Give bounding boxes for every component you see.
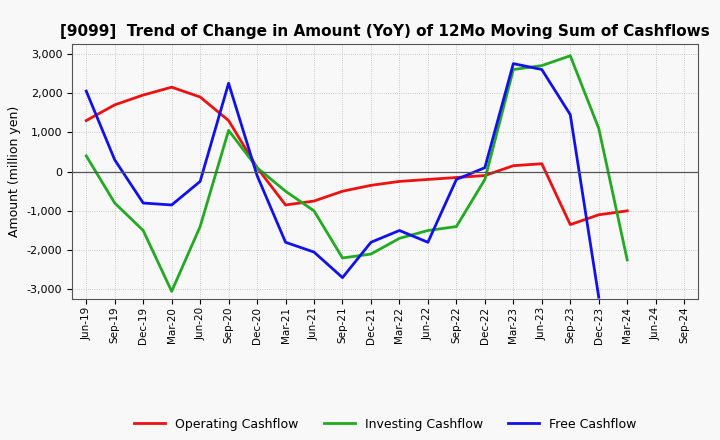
Investing Cashflow <box>509 67 518 72</box>
Operating Cashflow <box>366 183 375 188</box>
Investing Cashflow <box>480 177 489 182</box>
Operating Cashflow <box>338 189 347 194</box>
Free Cashflow <box>338 275 347 280</box>
Operating Cashflow <box>452 175 461 180</box>
Legend: Operating Cashflow, Investing Cashflow, Free Cashflow: Operating Cashflow, Investing Cashflow, … <box>129 413 642 436</box>
Investing Cashflow <box>167 289 176 294</box>
Free Cashflow <box>509 61 518 66</box>
Operating Cashflow <box>139 92 148 98</box>
Free Cashflow <box>110 157 119 162</box>
Operating Cashflow <box>110 102 119 107</box>
Investing Cashflow <box>110 200 119 205</box>
Investing Cashflow <box>423 228 432 233</box>
Line: Free Cashflow: Free Cashflow <box>86 64 599 297</box>
Operating Cashflow <box>423 177 432 182</box>
Investing Cashflow <box>310 208 318 213</box>
Free Cashflow <box>310 249 318 255</box>
Free Cashflow <box>366 240 375 245</box>
Operating Cashflow <box>282 202 290 208</box>
Investing Cashflow <box>566 53 575 59</box>
Operating Cashflow <box>537 161 546 166</box>
Operating Cashflow <box>623 208 631 213</box>
Investing Cashflow <box>537 63 546 68</box>
Investing Cashflow <box>338 255 347 260</box>
Operating Cashflow <box>196 94 204 99</box>
Investing Cashflow <box>452 224 461 229</box>
Investing Cashflow <box>623 257 631 263</box>
Operating Cashflow <box>310 198 318 204</box>
Y-axis label: Amount (million yen): Amount (million yen) <box>8 106 21 237</box>
Operating Cashflow <box>167 84 176 90</box>
Investing Cashflow <box>225 128 233 133</box>
Free Cashflow <box>196 179 204 184</box>
Free Cashflow <box>253 173 261 178</box>
Free Cashflow <box>452 177 461 182</box>
Operating Cashflow <box>595 212 603 217</box>
Investing Cashflow <box>82 153 91 158</box>
Title: [9099]  Trend of Change in Amount (YoY) of 12Mo Moving Sum of Cashflows: [9099] Trend of Change in Amount (YoY) o… <box>60 24 710 39</box>
Operating Cashflow <box>480 173 489 178</box>
Operating Cashflow <box>82 118 91 123</box>
Operating Cashflow <box>253 165 261 170</box>
Investing Cashflow <box>282 189 290 194</box>
Investing Cashflow <box>595 126 603 131</box>
Operating Cashflow <box>225 118 233 123</box>
Investing Cashflow <box>253 165 261 170</box>
Free Cashflow <box>595 295 603 300</box>
Free Cashflow <box>82 88 91 94</box>
Investing Cashflow <box>196 224 204 229</box>
Free Cashflow <box>480 165 489 170</box>
Line: Investing Cashflow: Investing Cashflow <box>86 56 627 291</box>
Free Cashflow <box>282 240 290 245</box>
Free Cashflow <box>395 228 404 233</box>
Free Cashflow <box>423 240 432 245</box>
Line: Operating Cashflow: Operating Cashflow <box>86 87 627 224</box>
Free Cashflow <box>139 200 148 205</box>
Free Cashflow <box>537 67 546 72</box>
Free Cashflow <box>167 202 176 208</box>
Investing Cashflow <box>395 236 404 241</box>
Free Cashflow <box>566 112 575 117</box>
Operating Cashflow <box>509 163 518 169</box>
Investing Cashflow <box>366 251 375 257</box>
Operating Cashflow <box>395 179 404 184</box>
Operating Cashflow <box>566 222 575 227</box>
Investing Cashflow <box>139 228 148 233</box>
Free Cashflow <box>225 81 233 86</box>
